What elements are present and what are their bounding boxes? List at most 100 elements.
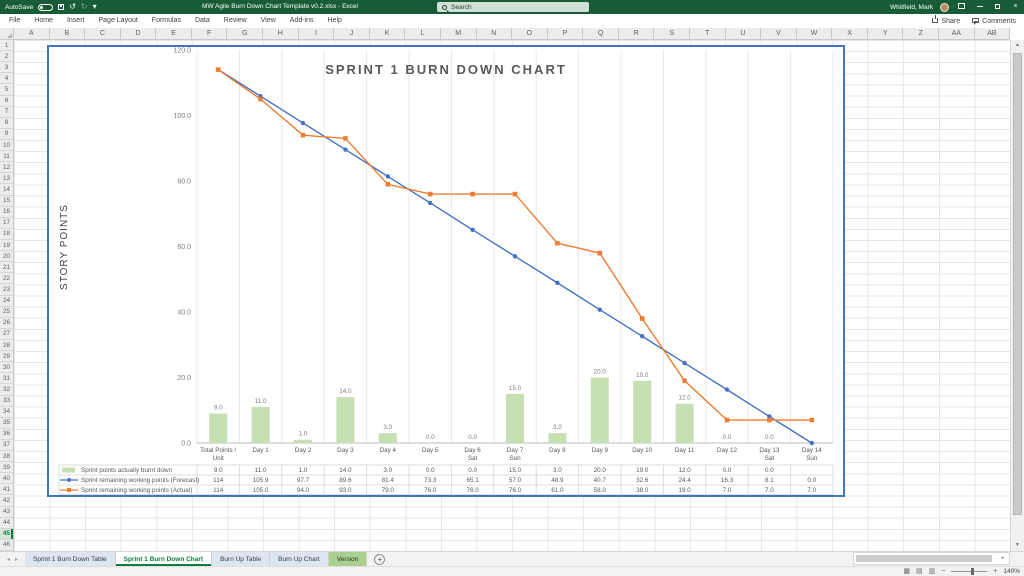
row-header-16[interactable]: 16	[0, 207, 13, 218]
column-header-z[interactable]: Z	[903, 28, 940, 39]
row-header-3[interactable]: 3	[0, 62, 13, 74]
row-header-20[interactable]: 20	[0, 251, 13, 263]
burn-down-chart[interactable]: 120.0 100.0 80.0 60.0 40.0 20.0 0.0 9.0 11.0 1.0 1…	[47, 45, 845, 497]
row-header-25[interactable]: 25	[0, 307, 13, 318]
row-header-13[interactable]: 13	[0, 173, 13, 185]
column-header-w[interactable]: W	[797, 28, 833, 39]
column-header-m[interactable]: M	[441, 28, 477, 39]
row-header-40[interactable]: 40	[0, 473, 13, 485]
row-header-42[interactable]: 42	[0, 495, 13, 507]
ribbon-tab-formulas[interactable]: Formulas	[151, 17, 181, 24]
sheet-tab-version[interactable]: Version	[328, 552, 368, 566]
zoom-in-icon[interactable]: +	[993, 568, 998, 575]
ribbon-tab-file[interactable]: File	[9, 17, 21, 24]
ribbon-tab-page-layout[interactable]: Page Layout	[98, 17, 138, 24]
sheet-nav-left-icon[interactable]: ◂	[7, 556, 11, 563]
column-header-n[interactable]: N	[477, 28, 513, 39]
row-header-12[interactable]: 12	[0, 162, 13, 174]
row-header-41[interactable]: 41	[0, 484, 13, 496]
zoom-level[interactable]: 140%	[1003, 568, 1020, 575]
sheet-tab-sprint-1-burn-down-table[interactable]: Sprint 1 Burn Down Table	[25, 552, 116, 566]
row-header-30[interactable]: 30	[0, 362, 13, 374]
row-header-10[interactable]: 10	[0, 140, 13, 152]
row-header-29[interactable]: 29	[0, 351, 13, 363]
row-header-37[interactable]: 37	[0, 440, 13, 452]
row-header-18[interactable]: 18	[0, 229, 13, 240]
zoom-slider-thumb[interactable]	[971, 568, 975, 575]
column-header-f[interactable]: F	[192, 28, 228, 39]
row-header-5[interactable]: 5	[0, 84, 13, 96]
ribbon-tab-help[interactable]: Help	[327, 17, 342, 24]
column-header-t[interactable]: T	[690, 28, 726, 39]
column-header-ab[interactable]: AB	[975, 28, 1011, 39]
ribbon-tab-review[interactable]: Review	[223, 17, 247, 24]
comments-button[interactable]: Comments	[972, 17, 1016, 25]
column-header-h[interactable]: H	[263, 28, 299, 39]
row-header-11[interactable]: 11	[0, 151, 13, 163]
add-sheet-button[interactable]: +	[374, 554, 386, 565]
row-header-2[interactable]: 2	[0, 51, 13, 63]
ribbon-tab-view[interactable]: View	[260, 17, 276, 24]
column-header-q[interactable]: Q	[583, 28, 619, 39]
row-header-15[interactable]: 15	[0, 196, 13, 207]
row-header-24[interactable]: 24	[0, 296, 13, 307]
horizontal-scrollbar[interactable]: ▸	[853, 552, 1010, 565]
row-header-45[interactable]: 45	[0, 528, 13, 540]
row-header-46[interactable]: 46	[0, 540, 13, 552]
ribbon-tab-insert[interactable]: Insert	[66, 17, 85, 24]
sheet-nav-right-icon[interactable]: ▸	[15, 556, 19, 563]
row-header-14[interactable]: 14	[0, 184, 13, 196]
row-header-33[interactable]: 33	[0, 396, 13, 407]
row-header-23[interactable]: 23	[0, 284, 13, 296]
scroll-up-icon[interactable]: ▲	[1015, 42, 1020, 48]
sheet-tab-burn-up-chart[interactable]: Burn Up Chart	[270, 552, 329, 566]
qat-dropdown-icon[interactable]: ▾	[92, 2, 97, 11]
autosave-toggle[interactable]	[38, 3, 54, 11]
avatar[interactable]	[940, 2, 949, 12]
column-header-x[interactable]: X	[832, 28, 868, 39]
column-header-p[interactable]: P	[548, 28, 584, 39]
close-icon[interactable]: ×	[1013, 3, 1018, 10]
normal-view-icon[interactable]: ▦	[903, 568, 910, 575]
column-header-b[interactable]: B	[50, 28, 86, 39]
redo-icon[interactable]: ↻	[80, 2, 88, 11]
vertical-scroll-thumb[interactable]	[1013, 53, 1022, 515]
horizontal-scroll-thumb[interactable]	[856, 555, 992, 562]
row-header-36[interactable]: 36	[0, 429, 13, 440]
row-header-31[interactable]: 31	[0, 373, 13, 385]
row-header-43[interactable]: 43	[0, 507, 13, 518]
page-break-view-icon[interactable]: ▥	[928, 568, 936, 575]
ribbon-tab-data[interactable]: Data	[194, 17, 210, 24]
column-header-e[interactable]: E	[156, 28, 192, 39]
row-header-34[interactable]: 34	[0, 407, 13, 418]
column-header-r[interactable]: R	[619, 28, 655, 39]
column-header-s[interactable]: S	[654, 28, 690, 39]
column-header-v[interactable]: V	[761, 28, 797, 39]
row-header-4[interactable]: 4	[0, 73, 13, 85]
row-header-6[interactable]: 6	[0, 96, 13, 107]
row-header-39[interactable]: 39	[0, 462, 13, 474]
column-header-y[interactable]: Y	[868, 28, 904, 39]
ribbon-display-options-icon[interactable]	[956, 0, 967, 14]
zoom-out-icon[interactable]: −	[941, 568, 946, 575]
column-header-aa[interactable]: AA	[939, 28, 975, 39]
select-all-corner[interactable]	[0, 28, 14, 40]
row-header-1[interactable]: 1	[0, 40, 13, 52]
row-header-38[interactable]: 38	[0, 451, 13, 463]
ribbon-tab-home[interactable]: Home	[34, 17, 53, 24]
column-header-j[interactable]: J	[334, 28, 370, 39]
column-header-g[interactable]: G	[227, 28, 264, 39]
sheet-tab-sprint-1-burn-down-chart[interactable]: Sprint 1 Burn Down Chart	[115, 552, 213, 566]
row-header-32[interactable]: 32	[0, 384, 13, 396]
row-header-17[interactable]: 17	[0, 218, 13, 229]
row-header-44[interactable]: 44	[0, 518, 13, 529]
scroll-down-icon[interactable]: ▼	[1015, 542, 1020, 548]
column-header-k[interactable]: K	[370, 28, 406, 39]
row-header-28[interactable]: 28	[0, 340, 13, 352]
restore-icon[interactable]	[992, 0, 1003, 14]
save-icon[interactable]	[58, 4, 65, 10]
ribbon-tab-add-ins[interactable]: Add-ins	[289, 17, 314, 24]
share-button[interactable]: Share	[932, 14, 960, 25]
undo-icon[interactable]: ↺	[69, 2, 76, 11]
row-header-27[interactable]: 27	[0, 329, 13, 340]
